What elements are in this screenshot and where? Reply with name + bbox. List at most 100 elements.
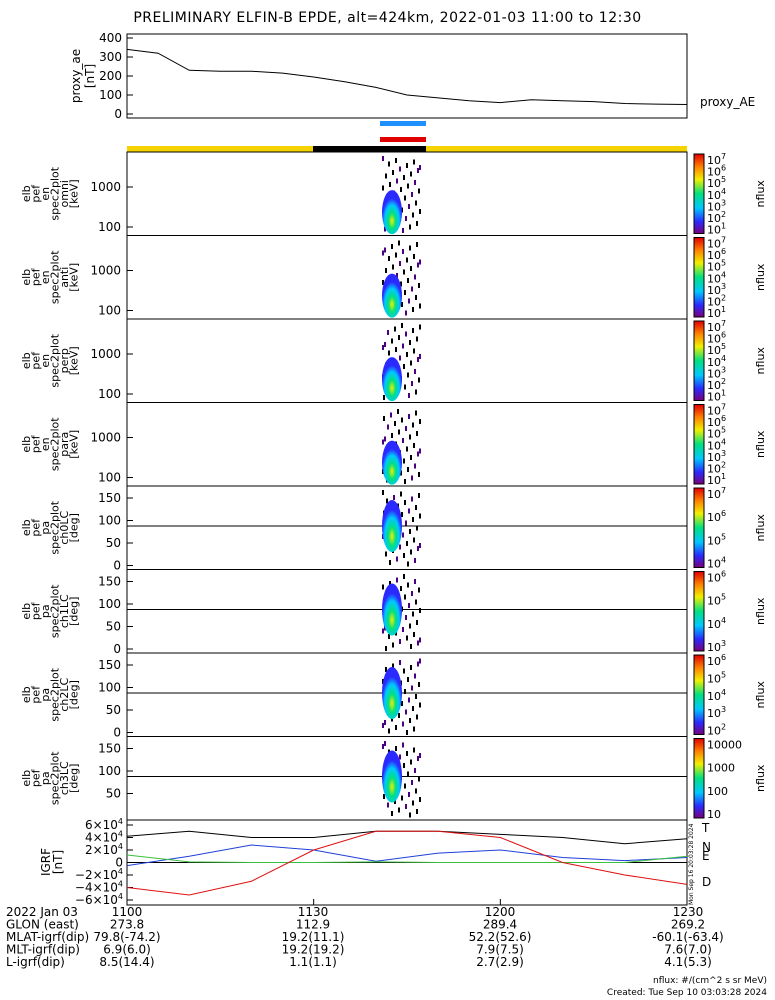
- panel-0-pixel: [419, 165, 421, 170]
- panel-5-ytick-label: 50: [106, 620, 121, 634]
- footnote-created: Created: Tue Sep 10 03:03:28 2024: [606, 988, 767, 998]
- panel-7-colorbar-title: nflux: [754, 764, 767, 792]
- panel-3-pixel: [416, 431, 418, 436]
- panel-4-pixel: [411, 496, 413, 502]
- panel-7-pixel: [399, 754, 401, 760]
- panel-1-ytick-label: 1000: [90, 264, 121, 278]
- panel-1-pixel: [406, 257, 408, 263]
- panel-3-pixel: [391, 433, 393, 438]
- panel-3-pixel: [417, 451, 419, 457]
- panel-0-pixel: [412, 212, 414, 218]
- proxy-ae-ytick-label: 300: [99, 50, 122, 64]
- panel-5-pixel: [382, 628, 384, 634]
- panel-6-ylabel: pef: [30, 685, 43, 704]
- igrf-legend-E: E: [702, 849, 710, 863]
- status-bar-yellow-right: [426, 146, 687, 152]
- panel-0-flux-blob: [382, 190, 402, 235]
- panel-4-pixel: [415, 505, 417, 510]
- panel-5-flux-blob: [382, 583, 402, 636]
- panel-7-pixel: [409, 812, 411, 818]
- panel-0-ylabel: pef: [30, 184, 43, 203]
- panel-7-ylabel: [deg]: [68, 764, 81, 793]
- panel-3-pixel: [407, 467, 409, 472]
- panel-4-pixel: [410, 549, 412, 555]
- panel-0-pixel: [406, 163, 408, 168]
- panel-7-flux-blob: [382, 750, 402, 803]
- panel-6-pixel: [405, 709, 407, 715]
- proxy-ae-ytick-label: 100: [99, 88, 122, 102]
- panel-2-pixel: [388, 350, 390, 356]
- panel-6-pixel: [414, 673, 416, 679]
- panel-0-pixel: [414, 180, 416, 185]
- panel-1-pixel: [416, 242, 418, 247]
- panel-2-colorbar-label: 105: [707, 342, 726, 357]
- panel-0-pixel: [404, 195, 406, 201]
- panel-4-pixel: [400, 491, 402, 497]
- panel-1-pixel: [382, 250, 384, 256]
- footer-row-value: 79.8(-74.2): [93, 930, 160, 944]
- panel-0-pixel: [401, 207, 403, 213]
- panel-0-pixel: [416, 221, 418, 226]
- panel-6-ylabel: [deg]: [68, 680, 81, 709]
- panel-6-pixel: [388, 728, 390, 734]
- panel-0-ylabel: elb: [20, 185, 33, 202]
- panel-6-pixel: [408, 697, 410, 703]
- panel-3-pixel: [397, 409, 399, 414]
- panel-7-pixel: [382, 744, 384, 749]
- panel-0-pixel: [382, 185, 384, 191]
- panel-0-pixel: [410, 171, 412, 177]
- panel-7-pixel: [418, 776, 420, 782]
- panel-5-pixel: [401, 606, 403, 612]
- status-bar-yellow-left: [127, 146, 313, 152]
- panel-4-pixel: [404, 500, 406, 505]
- panel-0-ylabel: en: [39, 187, 52, 201]
- panel-7-colorbar-label: 1000: [707, 762, 735, 775]
- footer-row-value: 1200: [485, 905, 516, 919]
- panel-0-pixel: [392, 170, 394, 175]
- panel-7-pixel: [419, 753, 421, 758]
- panel-2-pixel: [409, 340, 411, 345]
- igrf-legend-D: D: [702, 875, 711, 889]
- panel-6-pixel: [385, 667, 387, 672]
- panel-5-colorbar-label: 104: [707, 616, 726, 631]
- panel-4-ylabel: spec2plot: [49, 500, 62, 554]
- panel-7-pixel: [410, 759, 412, 765]
- panel-6-pixel: [395, 725, 397, 730]
- panel-2-ytick-label: 1000: [90, 347, 121, 361]
- panel-1-colorbar-label: 106: [707, 247, 726, 262]
- panel-6-ytick-label: 100: [98, 681, 121, 695]
- panel-6-colorbar: [693, 654, 705, 735]
- panel-6-pixel: [417, 661, 419, 667]
- panel-5-ylabel: pa: [39, 604, 52, 618]
- panel-5-pixel: [411, 591, 413, 596]
- footer-row-value: 7.9(7.5): [476, 943, 524, 957]
- panel-0-colorbar-title: nflux: [754, 180, 767, 208]
- panel-0-pixel: [388, 161, 390, 167]
- panel-3-colorbar-label: 103: [707, 449, 726, 464]
- panel-0-pixel: [389, 182, 391, 187]
- panel-6-pixel: [419, 702, 421, 708]
- panel-2-pixel: [414, 369, 416, 374]
- footer-row-label: GLON (east): [6, 918, 79, 932]
- footer-row-value: 19.2(11.1): [282, 930, 345, 944]
- panel-0-colorbar-label: 107: [707, 152, 726, 167]
- proxy-ae-ylabel: proxy_ae: [69, 49, 83, 103]
- panel-2-ylabel: en: [39, 354, 52, 368]
- panel-7-pixel: [407, 771, 409, 777]
- panel-3-ylabel: spec2plot: [49, 417, 62, 471]
- footer-row-value: -60.1(-63.4): [652, 930, 723, 944]
- igrf-series-T: [126, 830, 688, 845]
- panel-3-pixel: [382, 439, 384, 445]
- panel-3-pixel: [410, 455, 412, 460]
- panel-1-colorbar-label: 103: [707, 282, 726, 297]
- proxy-ae-series-label: proxy_AE: [700, 95, 755, 109]
- panel-7-ylabel: pa: [39, 771, 52, 785]
- panel-4-pixel: [393, 495, 395, 500]
- panel-2-colorbar-label: 106: [707, 331, 726, 346]
- panel-4-ylabel: pa: [39, 521, 52, 535]
- panel-4-colorbar-label: 105: [707, 532, 726, 547]
- panel-5-pixel: [410, 644, 412, 649]
- igrf-series-N: [126, 844, 688, 867]
- panel-2-pixel: [407, 372, 409, 378]
- footnote-units: nflux: #/(cm^2 s sr MeV): [653, 976, 767, 986]
